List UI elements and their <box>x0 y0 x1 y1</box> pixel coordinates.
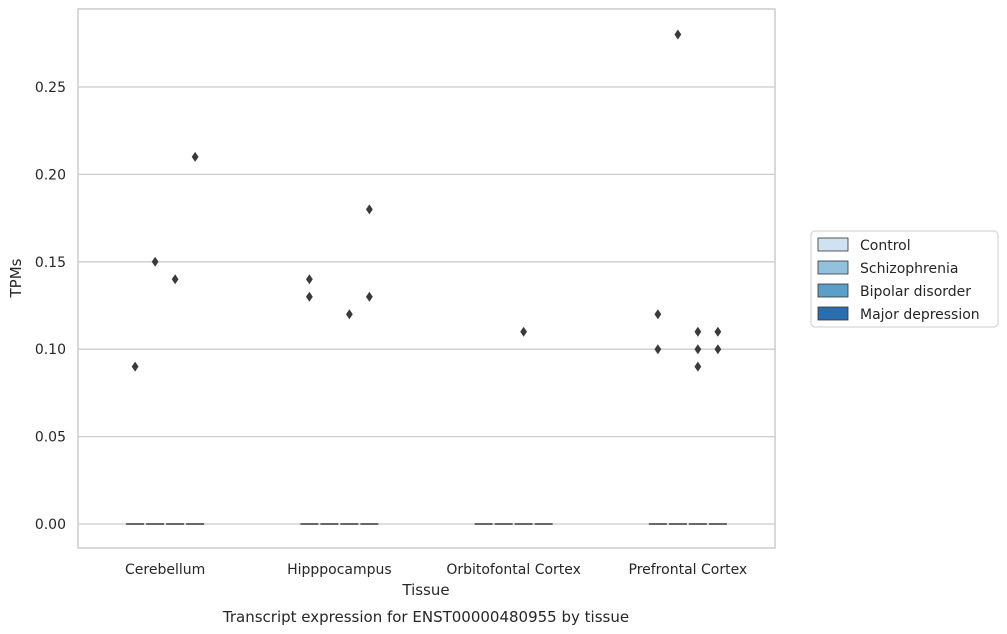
legend-label: Major depression <box>860 307 980 323</box>
legend-label: Control <box>860 238 911 254</box>
grid-lines <box>78 86 775 525</box>
outlier-point <box>171 274 179 285</box>
outlier-point <box>714 326 722 337</box>
outlier-point <box>305 291 313 302</box>
legend-label: Bipolar disorder <box>860 284 971 300</box>
x-tick-label: Orbitofontal Cortex <box>446 562 581 578</box>
outlier-point <box>131 361 139 372</box>
y-tick-label: 0.00 <box>35 517 66 533</box>
x-tick-label: Cerebellum <box>125 562 205 578</box>
outlier-point <box>305 274 313 285</box>
outlier-point <box>654 309 662 320</box>
outlier-point <box>520 326 528 337</box>
outlier-point <box>191 151 199 162</box>
outlier-point <box>694 326 702 337</box>
outlier-point <box>365 204 373 215</box>
y-tick-label: 0.05 <box>35 430 66 446</box>
legend-swatch <box>817 237 849 252</box>
outlier-point <box>151 256 159 267</box>
outlier-point <box>694 344 702 355</box>
outlier-point <box>365 291 373 302</box>
x-tick-label: Hipppocampus <box>287 562 392 578</box>
legend-swatch <box>817 306 849 321</box>
legend: Control Schizophrenia Bipolar disorder Majo… <box>810 230 999 328</box>
y-tick-label: 0.25 <box>35 80 66 96</box>
y-axis-ticks: 0.00 0.05 0.10 0.15 0.20 0.25 <box>35 80 66 533</box>
x-axis-label: Tissue <box>401 581 449 599</box>
y-axis-label: TPMs <box>7 258 25 298</box>
x-tick-label: Prefrontal Cortex <box>629 562 748 578</box>
outlier-point <box>345 309 353 320</box>
chart-caption: Transcript expression for ENST0000048095… <box>222 608 629 626</box>
y-tick-label: 0.20 <box>35 167 66 183</box>
plot-frame <box>77 8 776 549</box>
y-tick-label: 0.15 <box>35 255 66 271</box>
legend-swatch <box>817 260 849 275</box>
outlier-point <box>714 344 722 355</box>
outlier-point <box>674 29 682 40</box>
outlier-point <box>654 344 662 355</box>
x-axis-ticks: Cerebellum Hipppocampus Orbitofontal Corte… <box>125 562 747 578</box>
plot-marks <box>126 29 727 525</box>
outlier-point <box>694 361 702 372</box>
legend-swatch <box>817 283 849 298</box>
legend-frame <box>810 230 999 328</box>
y-tick-label: 0.10 <box>35 342 66 358</box>
legend-label: Schizophrenia <box>860 261 958 277</box>
